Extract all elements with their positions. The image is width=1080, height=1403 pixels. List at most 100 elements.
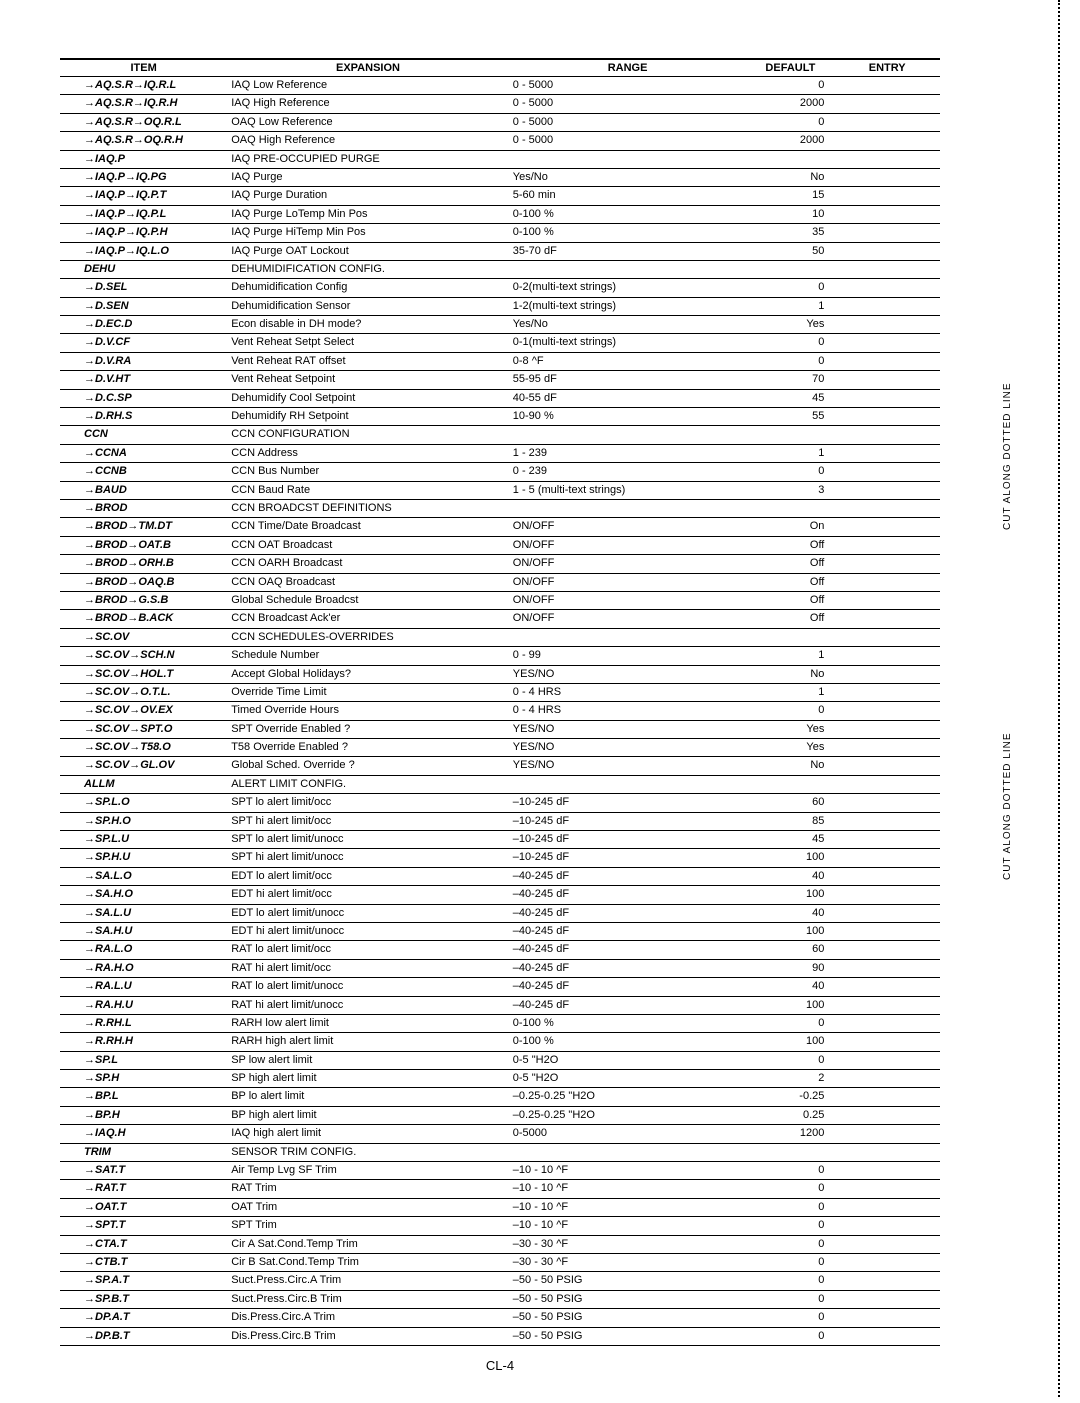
cell-item: →CCNB	[60, 463, 227, 481]
cell-default: Yes	[746, 720, 834, 738]
cell-entry	[834, 849, 940, 867]
cell-entry	[834, 1290, 940, 1308]
cell-entry	[834, 1162, 940, 1180]
cell-default: 2000	[746, 95, 834, 113]
cell-default	[746, 260, 834, 278]
cell-range: 0-5000	[509, 1125, 747, 1143]
cell-default: 0	[746, 1217, 834, 1235]
cell-default: Yes	[746, 316, 834, 334]
table-row: TRIMSENSOR TRIM CONFIG.	[60, 1143, 940, 1161]
cell-item: →IAQ.P	[60, 150, 227, 168]
cell-entry	[834, 1125, 940, 1143]
cell-item: →SP.L.U	[60, 831, 227, 849]
cell-expansion: CCN BROADCST DEFINITIONS	[227, 499, 509, 517]
cell-expansion: RARH high alert limit	[227, 1033, 509, 1051]
table-row: →SP.H.OSPT hi alert limit/occ–10-245 dF8…	[60, 812, 940, 830]
cell-item: →D.V.RA	[60, 352, 227, 370]
cell-default: Off	[746, 555, 834, 573]
cell-expansion: Dis.Press.Circ.A Trim	[227, 1309, 509, 1327]
cell-default: 0	[746, 1198, 834, 1216]
cell-expansion: T58 Override Enabled ?	[227, 739, 509, 757]
cell-expansion: Econ disable in DH mode?	[227, 316, 509, 334]
cell-entry	[834, 1235, 940, 1253]
cell-expansion: SPT Trim	[227, 1217, 509, 1235]
cell-range: –0.25-0.25 "H2O	[509, 1088, 747, 1106]
table-row: →AQ.S.R→OQ.R.HOAQ High Reference0 - 5000…	[60, 132, 940, 150]
table-row: →SC.OV→O.T.L.Override Time Limit0 - 4 HR…	[60, 683, 940, 701]
cell-default: 0	[746, 1235, 834, 1253]
table-row: →IAQ.PIAQ PRE-OCCUPIED PURGE	[60, 150, 940, 168]
cell-entry	[834, 628, 940, 646]
cell-expansion: BP lo alert limit	[227, 1088, 509, 1106]
cell-default: 1	[746, 647, 834, 665]
cell-range: –50 - 50 PSIG	[509, 1309, 747, 1327]
cell-range	[509, 628, 747, 646]
cell-item: →SP.H.U	[60, 849, 227, 867]
cell-entry	[834, 1327, 940, 1345]
cell-range: 1 - 239	[509, 444, 747, 462]
cell-expansion: BP high alert limit	[227, 1106, 509, 1124]
cell-item: →RA.H.O	[60, 959, 227, 977]
cell-expansion: RAT lo alert limit/occ	[227, 941, 509, 959]
cell-expansion: Dehumidification Config	[227, 279, 509, 297]
table-row: →D.RH.SDehumidify RH Setpoint10-90 %55	[60, 408, 940, 426]
cell-item: →SC.OV→SCH.N	[60, 647, 227, 665]
cell-default: 60	[746, 941, 834, 959]
cell-expansion: SPT lo alert limit/occ	[227, 794, 509, 812]
cell-expansion: CCN Address	[227, 444, 509, 462]
cell-expansion: Vent Reheat RAT offset	[227, 352, 509, 370]
cell-range: –50 - 50 PSIG	[509, 1327, 747, 1345]
cell-entry	[834, 794, 940, 812]
cell-entry	[834, 463, 940, 481]
cell-entry	[834, 444, 940, 462]
cell-default: Off	[746, 591, 834, 609]
cell-expansion: OAT Trim	[227, 1198, 509, 1216]
cell-default: 0	[746, 1162, 834, 1180]
cell-entry	[834, 941, 940, 959]
cell-default: -0.25	[746, 1088, 834, 1106]
cell-expansion: EDT lo alert limit/unocc	[227, 904, 509, 922]
table-row: →SA.H.OEDT hi alert limit/occ–40-245 dF1…	[60, 886, 940, 904]
cell-item: →SP.A.T	[60, 1272, 227, 1290]
cell-range	[509, 1143, 747, 1161]
col-item: ITEM	[60, 59, 227, 77]
table-row: →SA.L.UEDT lo alert limit/unocc–40-245 d…	[60, 904, 940, 922]
cell-entry	[834, 389, 940, 407]
cell-item: →SP.L.O	[60, 794, 227, 812]
cell-expansion: IAQ Purge OAT Lockout	[227, 242, 509, 260]
cell-entry	[834, 1070, 940, 1088]
cell-entry	[834, 316, 940, 334]
cell-range: 0 - 5000	[509, 132, 747, 150]
cell-default: 45	[746, 831, 834, 849]
cell-range: ON/OFF	[509, 610, 747, 628]
cell-entry	[834, 922, 940, 940]
cell-range: –40-245 dF	[509, 867, 747, 885]
cell-item: →SP.L	[60, 1051, 227, 1069]
cell-item: →D.EC.D	[60, 316, 227, 334]
cell-default: 0	[746, 352, 834, 370]
cell-item: →D.SEL	[60, 279, 227, 297]
cell-entry	[834, 1198, 940, 1216]
cell-expansion: RAT lo alert limit/unocc	[227, 978, 509, 996]
table-row: →BROD→OAT.BCCN OAT BroadcastON/OFFOff	[60, 536, 940, 554]
cell-expansion: Schedule Number	[227, 647, 509, 665]
cell-expansion: RAT hi alert limit/occ	[227, 959, 509, 977]
table-row: →D.V.RAVent Reheat RAT offset0-8 ^F0	[60, 352, 940, 370]
table-row: CCNCCN CONFIGURATION	[60, 426, 940, 444]
table-row: →D.C.SPDehumidify Cool Setpoint40-55 dF4…	[60, 389, 940, 407]
cell-default: Off	[746, 536, 834, 554]
cell-item: →SC.OV	[60, 628, 227, 646]
cell-expansion: SP high alert limit	[227, 1070, 509, 1088]
cell-entry	[834, 1309, 940, 1327]
cell-range: ON/OFF	[509, 555, 747, 573]
cell-expansion: Global Schedule Broadcst	[227, 591, 509, 609]
cell-range	[509, 260, 747, 278]
table-row: →AQ.S.R→OQ.R.LOAQ Low Reference0 - 50000	[60, 113, 940, 131]
table-row: →BP.HBP high alert limit–0.25-0.25 "H2O0…	[60, 1106, 940, 1124]
cell-expansion: OAQ Low Reference	[227, 113, 509, 131]
cell-expansion: Vent Reheat Setpt Select	[227, 334, 509, 352]
cell-entry	[834, 757, 940, 775]
cell-item: →AQ.S.R→OQ.R.H	[60, 132, 227, 150]
cell-default: 0	[746, 334, 834, 352]
table-row: →IAQ.HIAQ high alert limit0-50001200	[60, 1125, 940, 1143]
